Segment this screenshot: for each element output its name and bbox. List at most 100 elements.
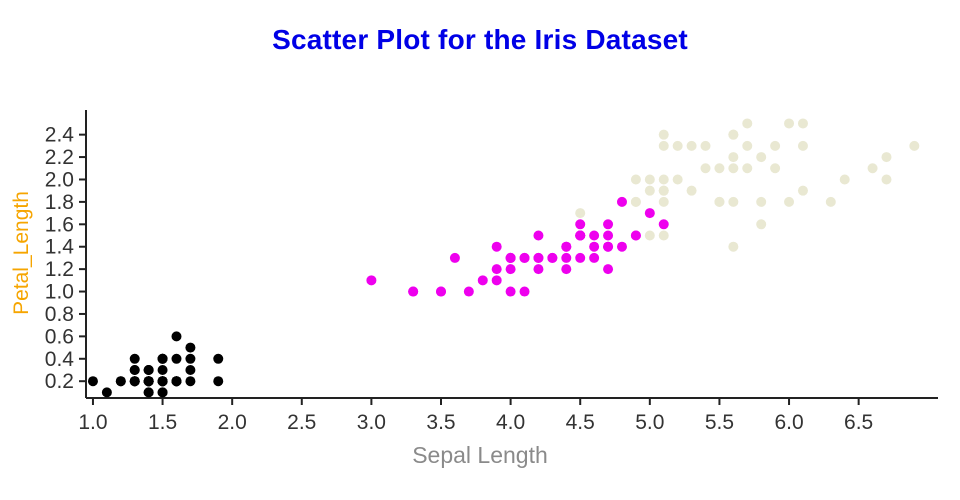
data-point-cluster-pale-yellow	[728, 152, 739, 163]
data-point-cluster-pale-yellow	[658, 140, 669, 151]
data-point-cluster-black	[143, 376, 154, 387]
data-point-cluster-pale-yellow	[867, 163, 878, 174]
x-tick-label: 3.5	[426, 411, 455, 434]
x-tick-label: 5.5	[705, 411, 734, 434]
data-point-cluster-pale-yellow	[658, 185, 669, 196]
x-tick-label: 5.0	[635, 411, 664, 434]
y-tick-label: 1.2	[45, 258, 74, 281]
y-tick-label: 1.8	[45, 191, 74, 214]
data-point-cluster-pale-yellow	[700, 163, 711, 174]
data-point-cluster-black	[157, 376, 168, 387]
data-point-cluster-magenta	[589, 241, 600, 252]
data-point-cluster-pale-yellow	[728, 129, 739, 140]
data-point-cluster-magenta	[616, 241, 627, 252]
data-point-cluster-black	[185, 342, 196, 353]
data-point-cluster-magenta	[575, 252, 586, 263]
data-point-cluster-magenta	[505, 264, 516, 275]
data-point-cluster-magenta	[436, 286, 446, 297]
x-tick-label: 6.5	[844, 411, 873, 434]
data-point-cluster-magenta	[408, 286, 419, 297]
data-point-cluster-pale-yellow	[644, 185, 655, 196]
data-point-cluster-pale-yellow	[686, 185, 697, 196]
data-point-cluster-pale-yellow	[630, 196, 641, 207]
data-point-cluster-pale-yellow	[784, 196, 795, 207]
data-point-cluster-pale-yellow	[797, 118, 808, 129]
data-point-cluster-pale-yellow	[714, 163, 725, 174]
data-point-cluster-black	[171, 331, 182, 342]
data-point-cluster-magenta	[644, 208, 655, 219]
data-point-cluster-pale-yellow	[839, 174, 850, 185]
data-point-cluster-magenta	[533, 252, 544, 263]
data-point-cluster-black	[157, 364, 168, 375]
data-point-cluster-black	[115, 376, 126, 387]
data-point-cluster-black	[157, 387, 168, 398]
data-point-cluster-pale-yellow	[714, 196, 725, 207]
data-point-cluster-magenta	[630, 230, 641, 241]
y-tick-label: 1.6	[45, 213, 74, 236]
data-point-cluster-magenta	[449, 252, 460, 263]
data-point-cluster-pale-yellow	[756, 152, 767, 163]
y-tick-label: 2.4	[45, 124, 75, 147]
data-point-cluster-black	[185, 376, 196, 387]
data-point-cluster-magenta	[505, 286, 516, 297]
chart-title: Scatter Plot for the Iris Dataset	[272, 24, 688, 55]
data-point-cluster-magenta	[505, 252, 516, 263]
data-point-cluster-pale-yellow	[881, 174, 892, 185]
data-point-cluster-pale-yellow	[728, 196, 739, 207]
y-tick-label: 0.2	[45, 370, 74, 393]
data-point-cluster-black	[185, 364, 196, 375]
data-point-cluster-black	[101, 387, 112, 398]
x-tick-label: 6.0	[774, 411, 803, 434]
data-point-cluster-magenta	[491, 241, 502, 252]
data-point-cluster-pale-yellow	[742, 118, 753, 129]
data-point-cluster-black	[213, 376, 224, 387]
data-point-cluster-black	[143, 364, 154, 375]
data-point-cluster-magenta	[589, 252, 600, 263]
x-axis-label: Sepal Length	[412, 442, 548, 468]
data-point-cluster-magenta	[561, 241, 572, 252]
data-point-cluster-magenta	[533, 264, 544, 275]
data-point-cluster-pale-yellow	[770, 163, 781, 174]
data-point-cluster-magenta	[589, 230, 600, 241]
data-point-cluster-pale-yellow	[700, 140, 711, 151]
y-tick-label: 2.2	[45, 146, 74, 169]
data-point-cluster-pale-yellow	[742, 163, 753, 174]
data-point-cluster-black	[157, 353, 168, 364]
data-point-cluster-pale-yellow	[658, 174, 669, 185]
x-tick-label: 4.0	[496, 411, 525, 434]
data-point-cluster-magenta	[519, 252, 530, 263]
x-tick-label: 2.5	[287, 411, 316, 434]
data-point-cluster-magenta	[603, 230, 614, 241]
data-point-cluster-pale-yellow	[797, 140, 808, 151]
data-point-cluster-pale-yellow	[658, 129, 669, 140]
y-tick-label: 2.0	[45, 168, 74, 191]
x-tick-label: 4.5	[566, 411, 595, 434]
data-point-cluster-magenta	[366, 275, 377, 286]
data-point-cluster-pale-yellow	[658, 230, 669, 241]
data-point-cluster-pale-yellow	[728, 241, 739, 252]
data-point-cluster-magenta	[477, 275, 488, 286]
data-point-cluster-magenta	[658, 219, 669, 230]
data-point-cluster-pale-yellow	[644, 174, 655, 185]
y-tick-label: 0.8	[45, 303, 74, 326]
data-point-cluster-pale-yellow	[742, 140, 753, 151]
data-point-cluster-magenta	[603, 264, 614, 275]
data-point-cluster-black	[171, 353, 182, 364]
data-point-cluster-pale-yellow	[825, 196, 836, 207]
data-point-cluster-pale-yellow	[672, 140, 683, 151]
data-point-cluster-pale-yellow	[728, 163, 739, 174]
data-point-cluster-magenta	[463, 286, 474, 297]
data-point-cluster-black	[87, 376, 98, 387]
data-point-cluster-black	[129, 353, 140, 364]
data-point-cluster-pale-yellow	[909, 140, 920, 151]
y-tick-label: 0.4	[45, 348, 75, 371]
x-tick-label: 3.0	[357, 411, 386, 434]
data-point-cluster-black	[143, 387, 154, 398]
data-point-cluster-magenta	[561, 264, 572, 275]
data-point-cluster-black	[129, 364, 140, 375]
x-tick-label: 1.5	[148, 411, 177, 434]
data-point-cluster-pale-yellow	[756, 219, 767, 230]
data-point-cluster-pale-yellow	[881, 152, 892, 163]
